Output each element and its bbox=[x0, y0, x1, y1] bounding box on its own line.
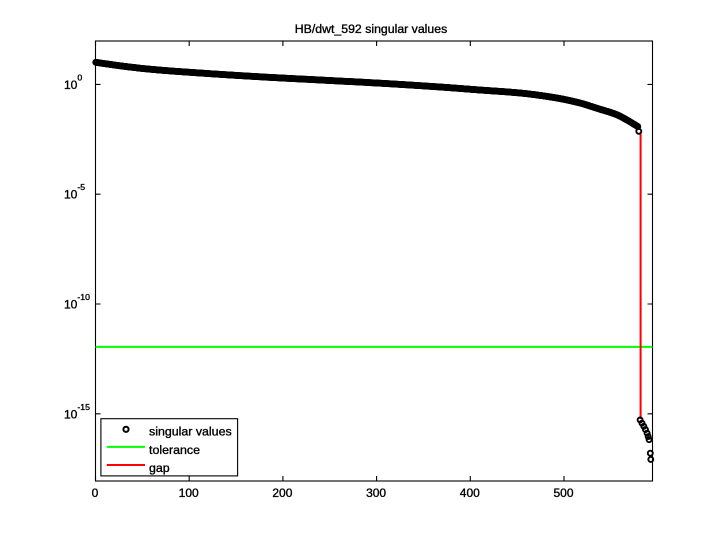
svg-text:singular values: singular values bbox=[149, 425, 232, 439]
svg-text:400: 400 bbox=[460, 486, 480, 500]
svg-text:300: 300 bbox=[366, 486, 386, 500]
svg-text:500: 500 bbox=[553, 486, 573, 500]
svg-text:100: 100 bbox=[179, 486, 199, 500]
svg-text:HB/dwt_592 singular values: HB/dwt_592 singular values bbox=[295, 22, 447, 36]
svg-text:gap: gap bbox=[149, 461, 170, 475]
svg-text:200: 200 bbox=[272, 486, 292, 500]
svg-text:0: 0 bbox=[92, 486, 99, 500]
svg-text:tolerance: tolerance bbox=[149, 443, 200, 457]
